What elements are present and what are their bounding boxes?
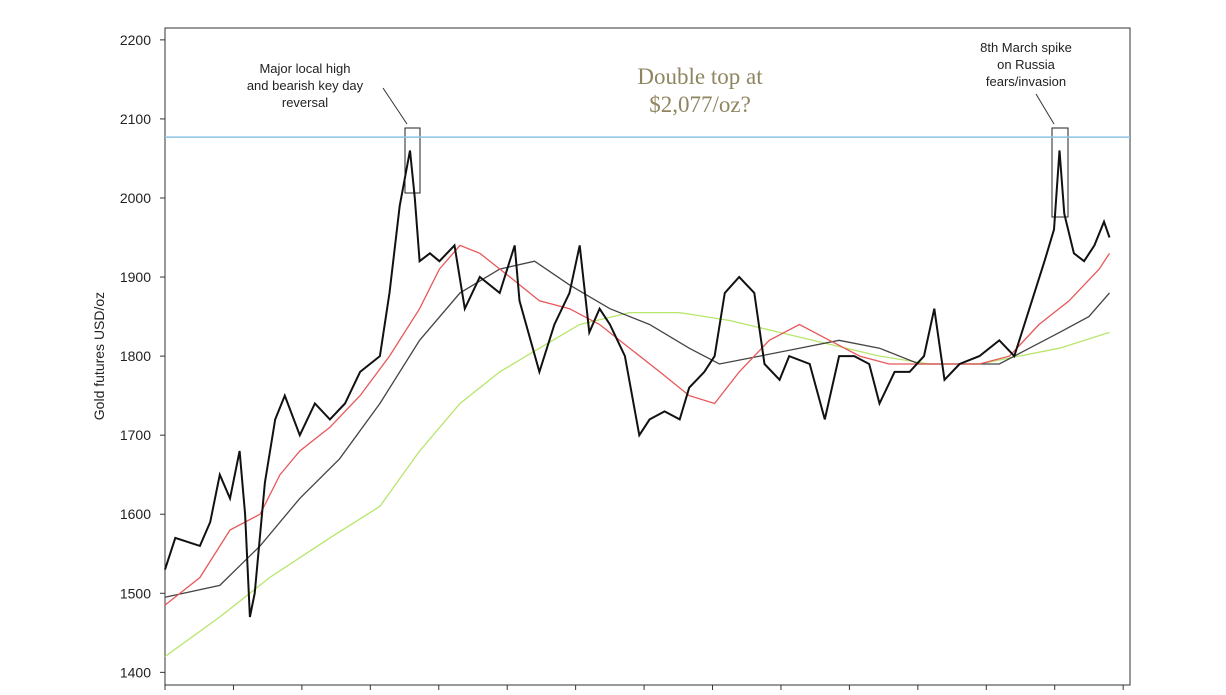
y-tick-label: 2100	[120, 111, 151, 127]
y-tick-label: 1800	[120, 348, 151, 364]
plot-frame	[164, 27, 1131, 686]
annotation: on Russia	[997, 57, 1056, 72]
y-tick-label: 2200	[120, 32, 151, 48]
price-line	[164, 150, 1111, 618]
y-tick-label: 1600	[120, 506, 151, 522]
annotation: fears/invasion	[986, 74, 1066, 89]
y-axis-label: Gold futures USD/oz	[91, 292, 107, 420]
annotation: $2,077/oz?	[649, 92, 751, 117]
annotation: Major local high	[259, 61, 350, 76]
annotation: reversal	[282, 95, 328, 110]
highlight-box	[404, 127, 421, 194]
annotation: 8th March spike	[980, 40, 1072, 55]
pointer	[382, 87, 408, 125]
y-tick-label: 1500	[120, 585, 151, 601]
annotation: Double top at	[637, 64, 763, 89]
highlight-box	[1051, 127, 1069, 218]
y-tick-label: 1700	[120, 427, 151, 443]
pointer	[1035, 93, 1055, 125]
y-tick-label: 1400	[120, 664, 151, 680]
y-tick-label: 2000	[120, 190, 151, 206]
moving-average	[164, 260, 1110, 598]
y-tick-label: 1900	[120, 269, 151, 285]
annotation: and bearish key day	[247, 78, 364, 93]
